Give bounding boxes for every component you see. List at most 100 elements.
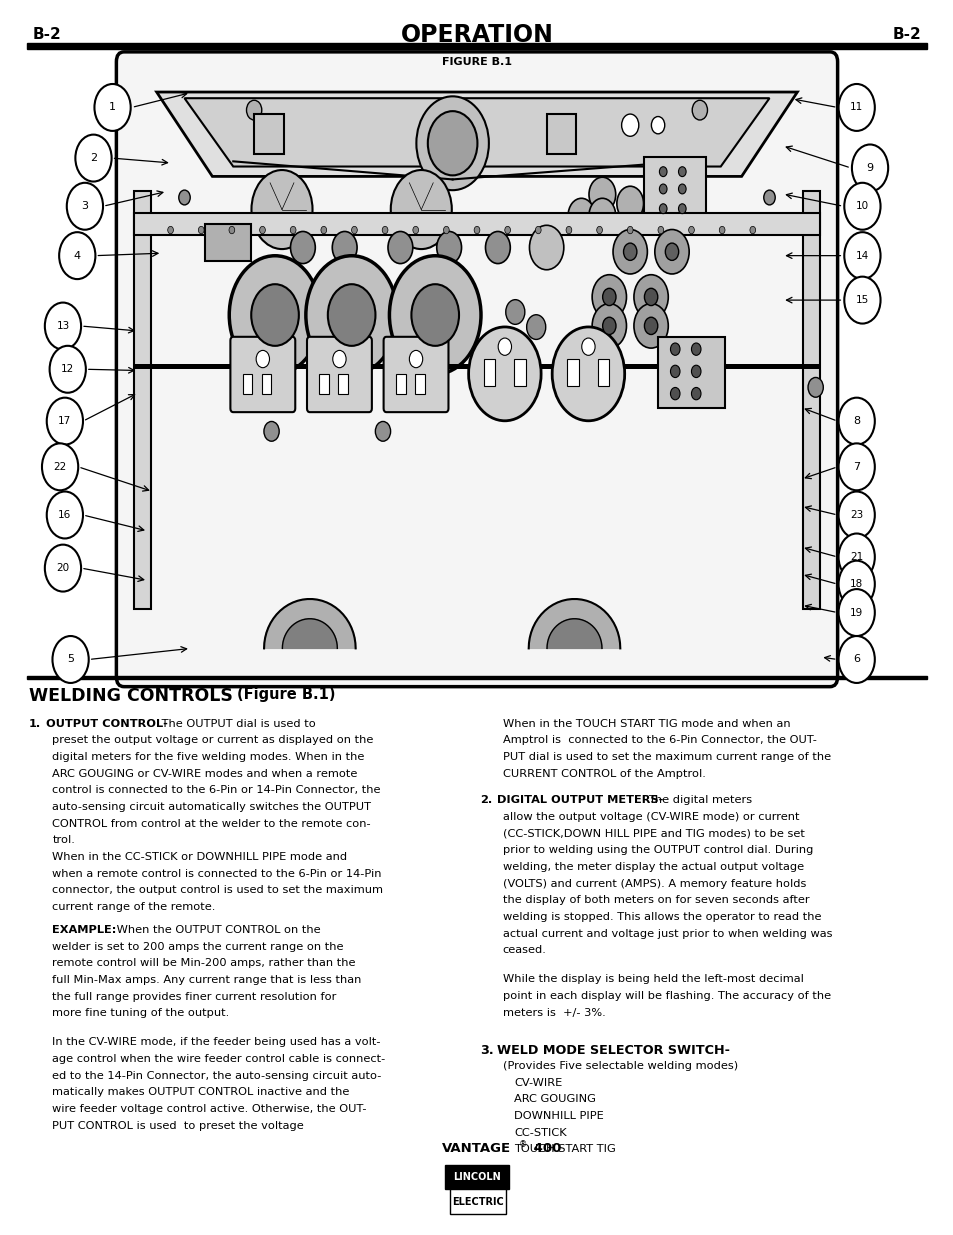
Text: meters is  +/- 3%.: meters is +/- 3%. <box>502 1008 605 1018</box>
Circle shape <box>691 343 700 356</box>
Bar <box>444 1165 509 1189</box>
Circle shape <box>617 186 643 221</box>
Circle shape <box>658 226 663 233</box>
Circle shape <box>352 226 357 233</box>
Text: The digital meters: The digital meters <box>647 795 751 805</box>
Circle shape <box>763 190 775 205</box>
Text: B-2: B-2 <box>892 27 921 42</box>
Circle shape <box>678 167 685 177</box>
Circle shape <box>633 274 668 319</box>
Circle shape <box>391 170 452 249</box>
Polygon shape <box>264 599 355 648</box>
Text: 23: 23 <box>849 510 862 520</box>
Circle shape <box>409 351 422 368</box>
Circle shape <box>45 545 81 592</box>
Text: more fine tuning of the output.: more fine tuning of the output. <box>52 1009 230 1019</box>
Text: 21: 21 <box>849 552 862 562</box>
Circle shape <box>382 226 388 233</box>
Polygon shape <box>282 619 337 648</box>
Text: ceased.: ceased. <box>502 946 546 956</box>
Circle shape <box>596 226 601 233</box>
Text: ed to the 14-Pin Connector, the auto-sensing circuit auto-: ed to the 14-Pin Connector, the auto-sen… <box>52 1071 381 1081</box>
Bar <box>395 374 405 394</box>
Text: ARC GOUGING: ARC GOUGING <box>514 1094 596 1104</box>
Text: CONTROL from control at the welder to the remote con-: CONTROL from control at the welder to th… <box>52 819 371 829</box>
Circle shape <box>178 190 190 205</box>
Circle shape <box>838 561 874 608</box>
Circle shape <box>443 226 449 233</box>
Bar <box>133 191 151 609</box>
Bar <box>514 359 525 387</box>
Circle shape <box>42 443 78 490</box>
Bar <box>658 337 724 409</box>
Text: prior to welding using the OUTPUT control dial. During: prior to welding using the OUTPUT contro… <box>502 846 812 856</box>
Text: 20: 20 <box>56 563 70 573</box>
Circle shape <box>670 366 679 378</box>
Text: 3.: 3. <box>479 1045 493 1057</box>
Circle shape <box>50 346 86 393</box>
Bar <box>643 157 705 219</box>
Circle shape <box>52 636 89 683</box>
Circle shape <box>75 135 112 182</box>
Text: actual current and voltage just prior to when welding was: actual current and voltage just prior to… <box>502 929 831 939</box>
Circle shape <box>198 226 204 233</box>
Circle shape <box>651 116 664 133</box>
Circle shape <box>416 96 488 190</box>
Circle shape <box>47 398 83 445</box>
Circle shape <box>654 230 688 274</box>
Text: welder is set to 200 amps the current range on the: welder is set to 200 amps the current ra… <box>52 942 344 952</box>
Bar <box>567 359 578 387</box>
Bar <box>483 359 495 387</box>
Circle shape <box>411 284 458 346</box>
Circle shape <box>168 226 173 233</box>
Text: preset the output voltage or current as displayed on the: preset the output voltage or current as … <box>52 736 374 746</box>
Circle shape <box>588 199 615 233</box>
Text: 1.: 1. <box>29 719 41 729</box>
Text: 8: 8 <box>852 416 860 426</box>
Circle shape <box>246 100 261 120</box>
Text: 9: 9 <box>865 163 873 173</box>
Text: 400: 400 <box>528 1142 560 1156</box>
Text: CV-WIRE: CV-WIRE <box>514 1078 562 1088</box>
Text: OPERATION: OPERATION <box>400 22 553 47</box>
Circle shape <box>664 243 678 261</box>
Circle shape <box>602 288 616 305</box>
Bar <box>261 374 271 394</box>
Circle shape <box>659 184 666 194</box>
Circle shape <box>670 343 679 356</box>
Text: age control when the wire feeder control cable is connect-: age control when the wire feeder control… <box>52 1055 385 1065</box>
Circle shape <box>843 232 880 279</box>
Bar <box>415 374 424 394</box>
Circle shape <box>602 317 616 335</box>
Circle shape <box>592 304 626 348</box>
Circle shape <box>691 366 700 378</box>
Bar <box>242 374 252 394</box>
Text: CURRENT CONTROL of the Amptrol.: CURRENT CONTROL of the Amptrol. <box>502 768 705 779</box>
Bar <box>338 374 348 394</box>
Text: 16: 16 <box>58 510 71 520</box>
Circle shape <box>529 225 563 269</box>
Circle shape <box>807 378 822 398</box>
Text: B-2: B-2 <box>32 27 61 42</box>
Circle shape <box>320 226 326 233</box>
Text: connector, the output control is used to set the maximum: connector, the output control is used to… <box>52 885 383 895</box>
Text: OUTPUT CONTROL-: OUTPUT CONTROL- <box>46 719 168 729</box>
Text: TOUCH START TIG: TOUCH START TIG <box>514 1145 616 1155</box>
Text: 11: 11 <box>849 103 862 112</box>
Bar <box>802 191 820 609</box>
Circle shape <box>59 232 95 279</box>
Text: (VOLTS) and current (AMPS). A memory feature holds: (VOLTS) and current (AMPS). A memory fea… <box>502 879 805 889</box>
Text: 22: 22 <box>53 462 67 472</box>
Circle shape <box>436 231 461 263</box>
Text: ®: ® <box>518 1140 527 1149</box>
Circle shape <box>332 231 356 263</box>
Text: digital meters for the five welding modes. When in the: digital meters for the five welding mode… <box>52 752 364 762</box>
Circle shape <box>526 315 545 340</box>
Text: The OUTPUT dial is used to: The OUTPUT dial is used to <box>158 719 315 729</box>
Text: When the OUTPUT CONTROL on the: When the OUTPUT CONTROL on the <box>112 925 320 935</box>
Bar <box>27 43 926 49</box>
Circle shape <box>670 388 679 400</box>
Text: 6: 6 <box>852 655 860 664</box>
Text: full Min-Max amps. Any current range that is less than: full Min-Max amps. Any current range tha… <box>52 976 361 986</box>
Circle shape <box>719 226 724 233</box>
